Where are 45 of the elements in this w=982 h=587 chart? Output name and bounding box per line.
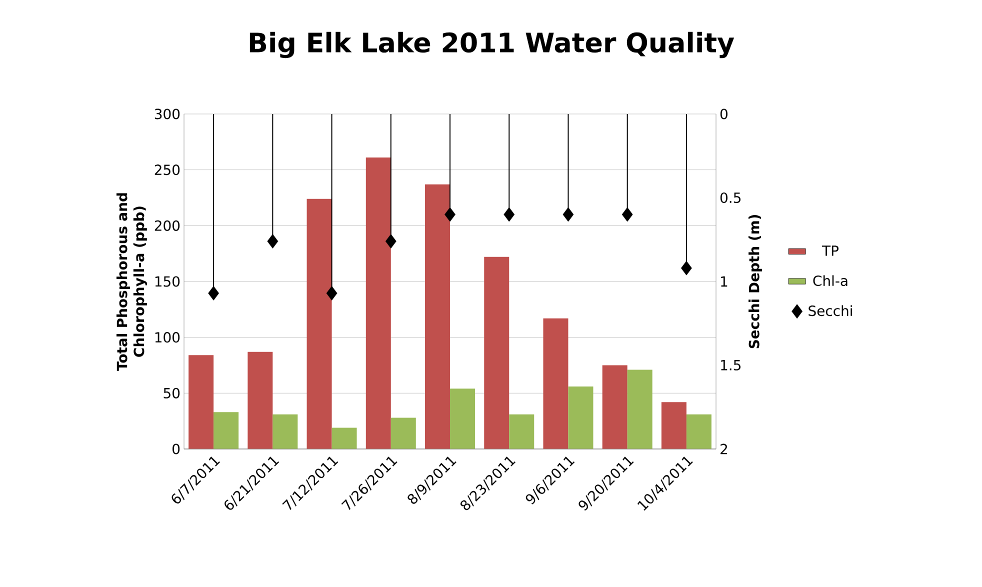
bar	[332, 428, 357, 449]
bar	[568, 386, 594, 449]
y2-tick-label: 0	[720, 108, 728, 120]
legend-label: Chl-a	[813, 275, 848, 286]
y2-tick-label: 1.5	[721, 360, 740, 370]
y2-tick-label: 2	[720, 444, 728, 454]
y-tick-label: 150	[155, 276, 180, 287]
point	[267, 234, 278, 248]
bar	[272, 414, 298, 449]
bar	[390, 418, 416, 449]
bar	[214, 412, 239, 449]
y-tick-label: 250	[154, 164, 180, 176]
y2-tick-label: 1	[721, 276, 728, 287]
y-axis-title: Total Phosphorous and Chlorophyll-a (ppb)	[116, 193, 148, 371]
bar	[188, 355, 214, 449]
bar	[602, 365, 628, 449]
point	[385, 234, 396, 248]
y2-tick-label: 0.5	[720, 192, 740, 204]
bar	[425, 184, 450, 449]
point	[208, 286, 220, 300]
y-tick-label: 50	[164, 388, 180, 398]
bar	[366, 158, 391, 449]
legend-label: TP	[822, 246, 838, 256]
point	[562, 207, 574, 222]
bar	[484, 256, 510, 449]
y2-axis-title: Secchi Depth (m)	[748, 215, 762, 348]
bar	[686, 414, 712, 449]
bar	[306, 198, 332, 449]
chart-title: Big Elk Lake 2011 Water Quality	[250, 32, 734, 58]
bar	[661, 402, 686, 449]
bar	[627, 370, 652, 449]
bar	[509, 414, 534, 449]
legend-label: Secchi	[808, 305, 852, 316]
point	[326, 286, 338, 300]
point	[622, 207, 633, 222]
y-tick-label: 0	[172, 444, 180, 454]
y-tick-label: 300	[154, 108, 180, 120]
bar	[543, 318, 568, 449]
point	[444, 207, 456, 222]
point	[504, 207, 515, 222]
y-tick-label: 200	[154, 220, 180, 231]
point	[681, 260, 692, 276]
y-tick-label: 100	[155, 332, 180, 343]
bar	[450, 388, 476, 449]
bar	[248, 352, 273, 449]
